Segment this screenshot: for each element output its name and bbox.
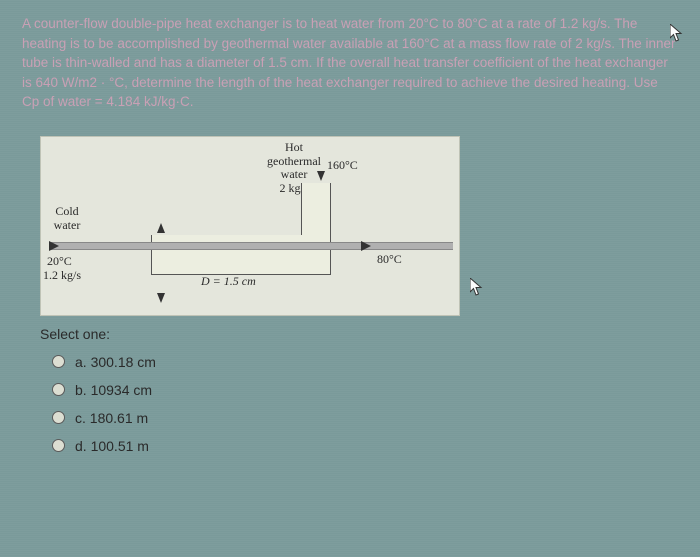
option-b[interactable]: b. 10934 cm (52, 382, 686, 398)
cursor-icon (470, 278, 484, 301)
hot-title: Hot (285, 140, 303, 154)
cold-flow-rate: 1.2 kg/s (43, 269, 81, 283)
hot-inlet-temp: 160°C (327, 159, 358, 173)
cold-sub: water (54, 218, 81, 232)
radio-icon[interactable] (52, 383, 65, 396)
quiz-page: A counter-flow double-pipe heat exchange… (0, 0, 700, 557)
inner-tube-neck (301, 183, 331, 237)
cold-inlet-arrow-icon (49, 241, 59, 251)
outer-pipe (49, 242, 453, 250)
heat-exchanger-figure: Hot geothermal water 2 kg/s 160°C Cold w… (40, 136, 460, 316)
cold-fluid-label: Cold water (47, 205, 87, 233)
question-text: A counter-flow double-pipe heat exchange… (14, 10, 686, 130)
cold-inlet-temp: 20°C (47, 255, 72, 269)
inner-tube-body (151, 235, 331, 275)
hot-sub2: water (281, 167, 308, 181)
radio-icon[interactable] (52, 411, 65, 424)
diameter-label: D = 1.5 cm (201, 275, 256, 289)
select-one-prompt: Select one: (40, 326, 686, 342)
option-a[interactable]: a. 300.18 cm (52, 354, 686, 370)
hot-inlet-arrow-icon (317, 171, 325, 181)
options-list: a. 300.18 cm b. 10934 cm c. 180.61 m d. … (52, 354, 686, 454)
option-d[interactable]: d. 100.51 m (52, 438, 686, 454)
cold-title: Cold (55, 204, 78, 218)
diameter-arrow-down-icon (157, 293, 165, 303)
option-c-label: c. 180.61 m (75, 410, 148, 426)
cold-outlet-temp: 80°C (377, 253, 402, 267)
cursor-icon (670, 24, 684, 47)
diameter-arrow-up-icon (157, 223, 165, 233)
hot-sub1: geothermal (267, 154, 321, 168)
radio-icon[interactable] (52, 439, 65, 452)
option-a-label: a. 300.18 cm (75, 354, 156, 370)
option-b-label: b. 10934 cm (75, 382, 152, 398)
cold-outlet-arrow-icon (361, 241, 371, 251)
option-c[interactable]: c. 180.61 m (52, 410, 686, 426)
option-d-label: d. 100.51 m (75, 438, 149, 454)
radio-icon[interactable] (52, 355, 65, 368)
